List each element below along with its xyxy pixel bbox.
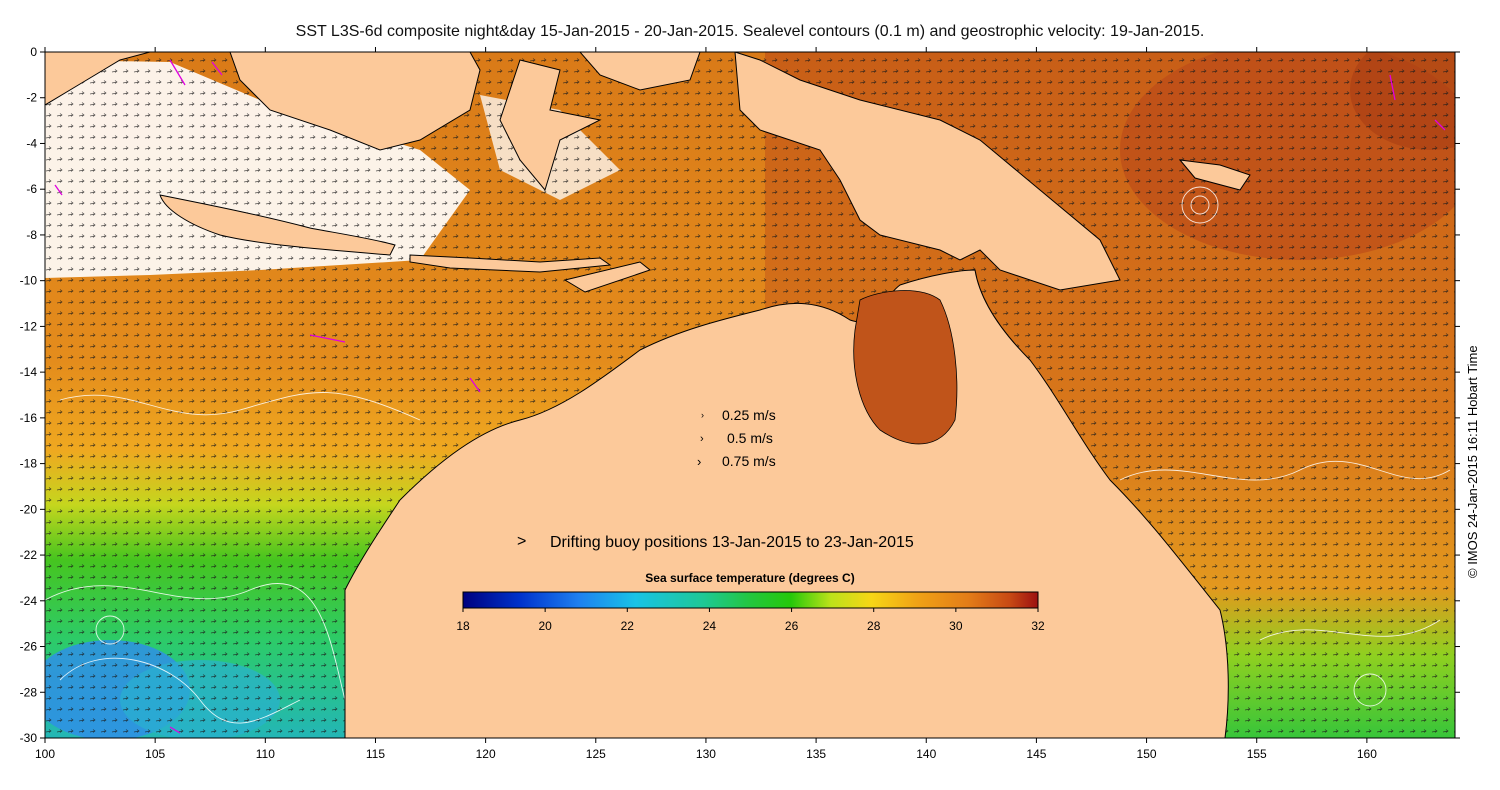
velocity-legend-arrow-1: › (701, 410, 704, 420)
sst-field (45, 52, 1455, 738)
y-tick-label: -20 (20, 502, 38, 516)
y-tick-label: -26 (20, 640, 38, 654)
colorbar-scale (462, 591, 1039, 609)
colorbar-tick-label: 26 (785, 619, 799, 633)
sealevel-contours (45, 186, 1451, 724)
colorbar-ticks: 18 20 22 24 26 28 30 32 (456, 608, 1045, 633)
velocity-legend-label-3: 0.75 m/s (722, 453, 776, 469)
colorbar-tick-label: 18 (456, 619, 470, 633)
landmasses (45, 52, 1251, 738)
x-tick-label: 120 (476, 747, 496, 761)
x-tick-label: 150 (1137, 747, 1157, 761)
colorbar-tick-label: 28 (867, 619, 881, 633)
x-tick-label: 105 (145, 747, 165, 761)
x-tick-label: 125 (586, 747, 606, 761)
buoy-legend: > Drifting buoy positions 13-Jan-2015 to… (517, 533, 914, 551)
x-tick-label: 155 (1247, 747, 1267, 761)
x-tick-label: 135 (806, 747, 826, 761)
y-tick-label: -24 (20, 594, 38, 608)
gulf-of-carpentaria (853, 290, 958, 445)
colorbar-tick-label: 20 (538, 619, 552, 633)
x-tick-label: 160 (1357, 747, 1377, 761)
land-java (159, 194, 396, 256)
colorbar-tick-label: 30 (949, 619, 963, 633)
y-tick-label: -16 (20, 411, 38, 425)
colorbar-tick-label: 22 (621, 619, 635, 633)
buoy-legend-marker: > (517, 533, 526, 550)
land-new-britain (1178, 159, 1251, 191)
velocity-legend-label-2: 0.5 m/s (727, 430, 773, 446)
land-borneo (229, 52, 481, 151)
y-tick-label: 0 (30, 45, 37, 59)
sst-colorbar: Sea surface temperature (degrees C) 18 20… (456, 571, 1045, 633)
x-tick-label: 140 (916, 747, 936, 761)
land-timor (563, 261, 652, 293)
y-tick-label: -22 (20, 548, 38, 562)
y-axis: 0 -2 -4 -6 -8 -10 -12 -14 -16 -18 -20 -22 -24 -26 -28 -… (20, 45, 1460, 745)
drifting-buoy-tracks (54, 59, 1446, 734)
y-tick-label: -2 (26, 91, 37, 105)
map-title: SST L3S-6d composite night&day 15-Jan-20… (295, 23, 1205, 40)
y-tick-label: -6 (26, 182, 37, 196)
y-tick-label: -8 (26, 228, 37, 242)
velocity-legend-arrow-2: › (700, 433, 704, 445)
x-axis: 100 105 110 115 120 125 130 135 140 145 150 155 160 (35, 47, 1377, 761)
x-tick-label: 130 (696, 747, 716, 761)
plot-frame (44, 51, 1456, 739)
y-tick-label: -28 (20, 685, 38, 699)
y-tick-label: -18 (20, 457, 38, 471)
x-tick-label: 100 (35, 747, 55, 761)
x-tick-label: 110 (256, 747, 275, 761)
colorbar-tick-label: 24 (703, 619, 717, 633)
land-sumatra (45, 52, 151, 106)
land-mindanao (579, 52, 701, 91)
y-tick-label: -10 (20, 274, 38, 288)
credit-text: © IMOS 24-Jan-2015 16:11 Hobart Time (1465, 345, 1480, 578)
buoy-legend-label: Drifting buoy positions 13-Jan-2015 to 2… (550, 534, 914, 551)
velocity-legend: › 0.25 m/s › 0.5 m/s › 0.75 m/s (697, 407, 776, 469)
velocity-legend-arrow-3: › (697, 454, 701, 469)
x-tick-label: 145 (1026, 747, 1046, 761)
land-new-guinea (734, 52, 1121, 291)
velocity-legend-label-1: 0.25 m/s (722, 407, 776, 423)
y-tick-label: -12 (20, 319, 38, 333)
colorbar-tick-label: 32 (1031, 619, 1045, 633)
colorbar-title: Sea surface temperature (degrees C) (645, 571, 854, 585)
land-lesser-sundas (409, 254, 612, 273)
x-tick-label: 115 (366, 747, 385, 761)
y-tick-label: -14 (20, 365, 38, 379)
y-tick-label: -30 (20, 731, 38, 745)
land-sulawesi (499, 59, 602, 192)
y-tick-label: -4 (26, 136, 37, 150)
